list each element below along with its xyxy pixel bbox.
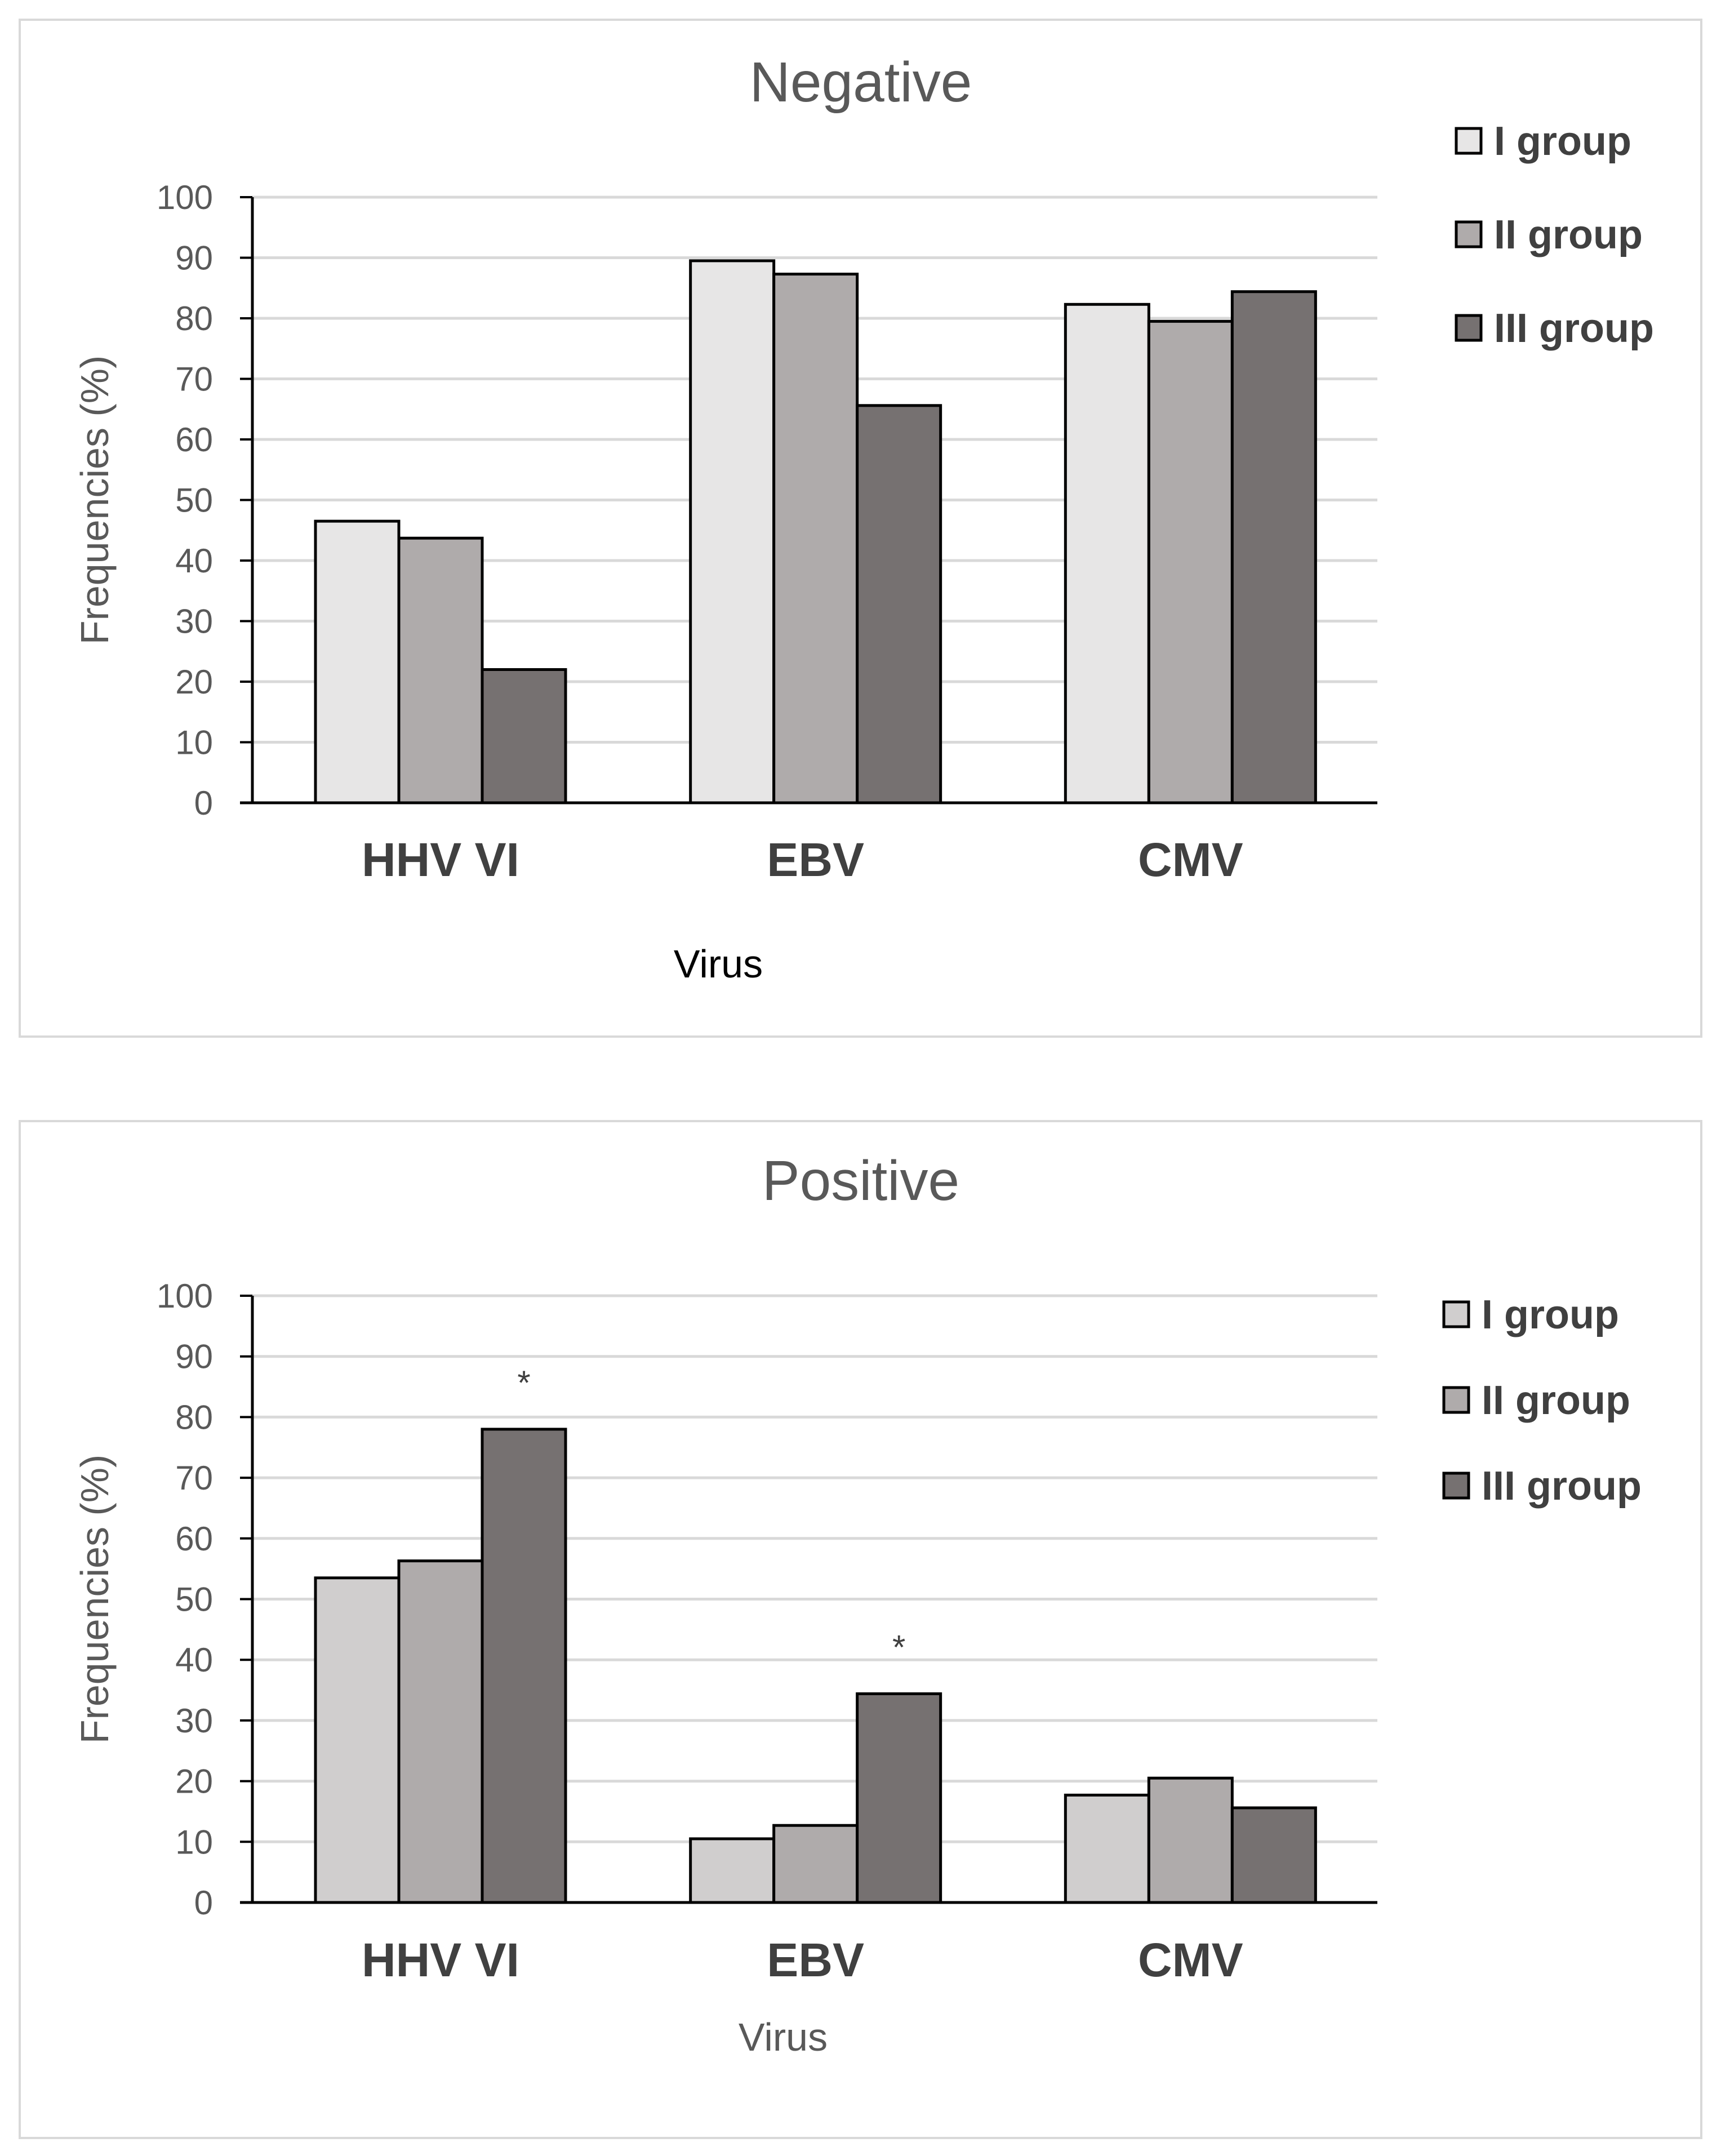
legend-swatch: [1442, 1386, 1470, 1414]
bar-ii-group-hhv-vi: [397, 536, 484, 804]
y-tick-label: 0: [194, 784, 213, 822]
x-axis-title: Virus: [674, 942, 763, 986]
legend-label: II group: [1482, 1378, 1630, 1423]
legend-label: III group: [1494, 306, 1654, 351]
y-tick-label: 90: [175, 1338, 213, 1376]
bar-iii-group-cmv: [1230, 290, 1317, 804]
y-tick-label: 30: [175, 603, 213, 641]
legend-label: III group: [1482, 1464, 1642, 1509]
y-tick-label: 0: [194, 1884, 213, 1922]
legend-swatch: [1455, 314, 1483, 342]
y-tick-label: 50: [175, 482, 213, 519]
y-tick-label: 100: [157, 1277, 213, 1315]
legend-label: I group: [1494, 119, 1631, 164]
y-axis-title: Frequencies (%): [73, 355, 117, 645]
y-tick-label: 70: [175, 361, 213, 398]
bar-iii-group-cmv: [1230, 1806, 1317, 1904]
y-tick-label: 80: [175, 300, 213, 337]
legend-swatch: [1455, 127, 1483, 155]
bar-ii-group-cmv: [1147, 1776, 1234, 1904]
bar-i-group-hhv-vi: [314, 1576, 401, 1904]
chart-positive: Positive 0 10 20 30 40 50 60 70 80 90 100 * * HHV VI EB…: [19, 1120, 1702, 2139]
y-tick-label: 30: [175, 1702, 213, 1740]
legend-label: II group: [1494, 212, 1643, 257]
y-axis-title: Frequencies (%): [73, 1455, 117, 1744]
chart-title: Negative: [750, 51, 972, 114]
y-tick-label: 50: [175, 1581, 213, 1619]
bar-i-group-ebv: [689, 259, 776, 804]
y-tick-label: 90: [175, 239, 213, 277]
bar-ii-group-cmv: [1147, 319, 1234, 804]
y-tick-label: 60: [175, 421, 213, 459]
significance-mark: *: [517, 1364, 530, 1402]
bar-iii-group-ebv: [856, 404, 942, 804]
legend-swatch: [1442, 1300, 1470, 1328]
significance-mark: *: [892, 1629, 905, 1666]
bar-i-group-cmv: [1064, 1793, 1150, 1904]
y-tick-label: 100: [157, 179, 213, 216]
y-tick-label: 20: [175, 663, 213, 701]
bar-iii-group-hhv-vi: [481, 1428, 567, 1904]
legend-swatch: [1442, 1472, 1470, 1500]
bar-i-group-cmv: [1064, 303, 1150, 804]
chart-negative: Negative 0 10 20 30 40 50 60 70 80 90 100 HHV VI EBV C…: [19, 19, 1702, 1038]
y-tick-label: 40: [175, 542, 213, 580]
y-tick-label: 70: [175, 1459, 213, 1497]
legend-swatch: [1455, 220, 1483, 248]
x-axis-title: Virus: [739, 2015, 828, 2059]
x-category-label: EBV: [767, 1933, 864, 1986]
bar-ii-group-ebv: [772, 1824, 859, 1904]
y-tick-label: 20: [175, 1763, 213, 1801]
x-category-label: CMV: [1138, 1933, 1243, 1986]
x-category-label: HHV VI: [362, 1933, 519, 1986]
x-category-label: HHV VI: [362, 833, 519, 886]
x-category-label: EBV: [767, 833, 864, 886]
bar-ii-group-ebv: [772, 273, 859, 804]
bar-iii-group-ebv: [856, 1692, 942, 1904]
chart-title: Positive: [762, 1149, 959, 1212]
y-tick-label: 80: [175, 1398, 213, 1436]
bar-i-group-ebv: [689, 1837, 776, 1904]
y-tick-label: 10: [175, 724, 213, 762]
y-tick-label: 10: [175, 1823, 213, 1861]
y-tick-label: 60: [175, 1520, 213, 1558]
legend-label: I group: [1482, 1292, 1619, 1337]
x-category-label: CMV: [1138, 833, 1243, 886]
bar-i-group-hhv-vi: [314, 519, 401, 804]
chart-frame: [19, 1120, 1702, 2139]
bar-iii-group-hhv-vi: [481, 668, 567, 804]
y-tick-label: 40: [175, 1641, 213, 1679]
bar-ii-group-hhv-vi: [397, 1559, 484, 1904]
